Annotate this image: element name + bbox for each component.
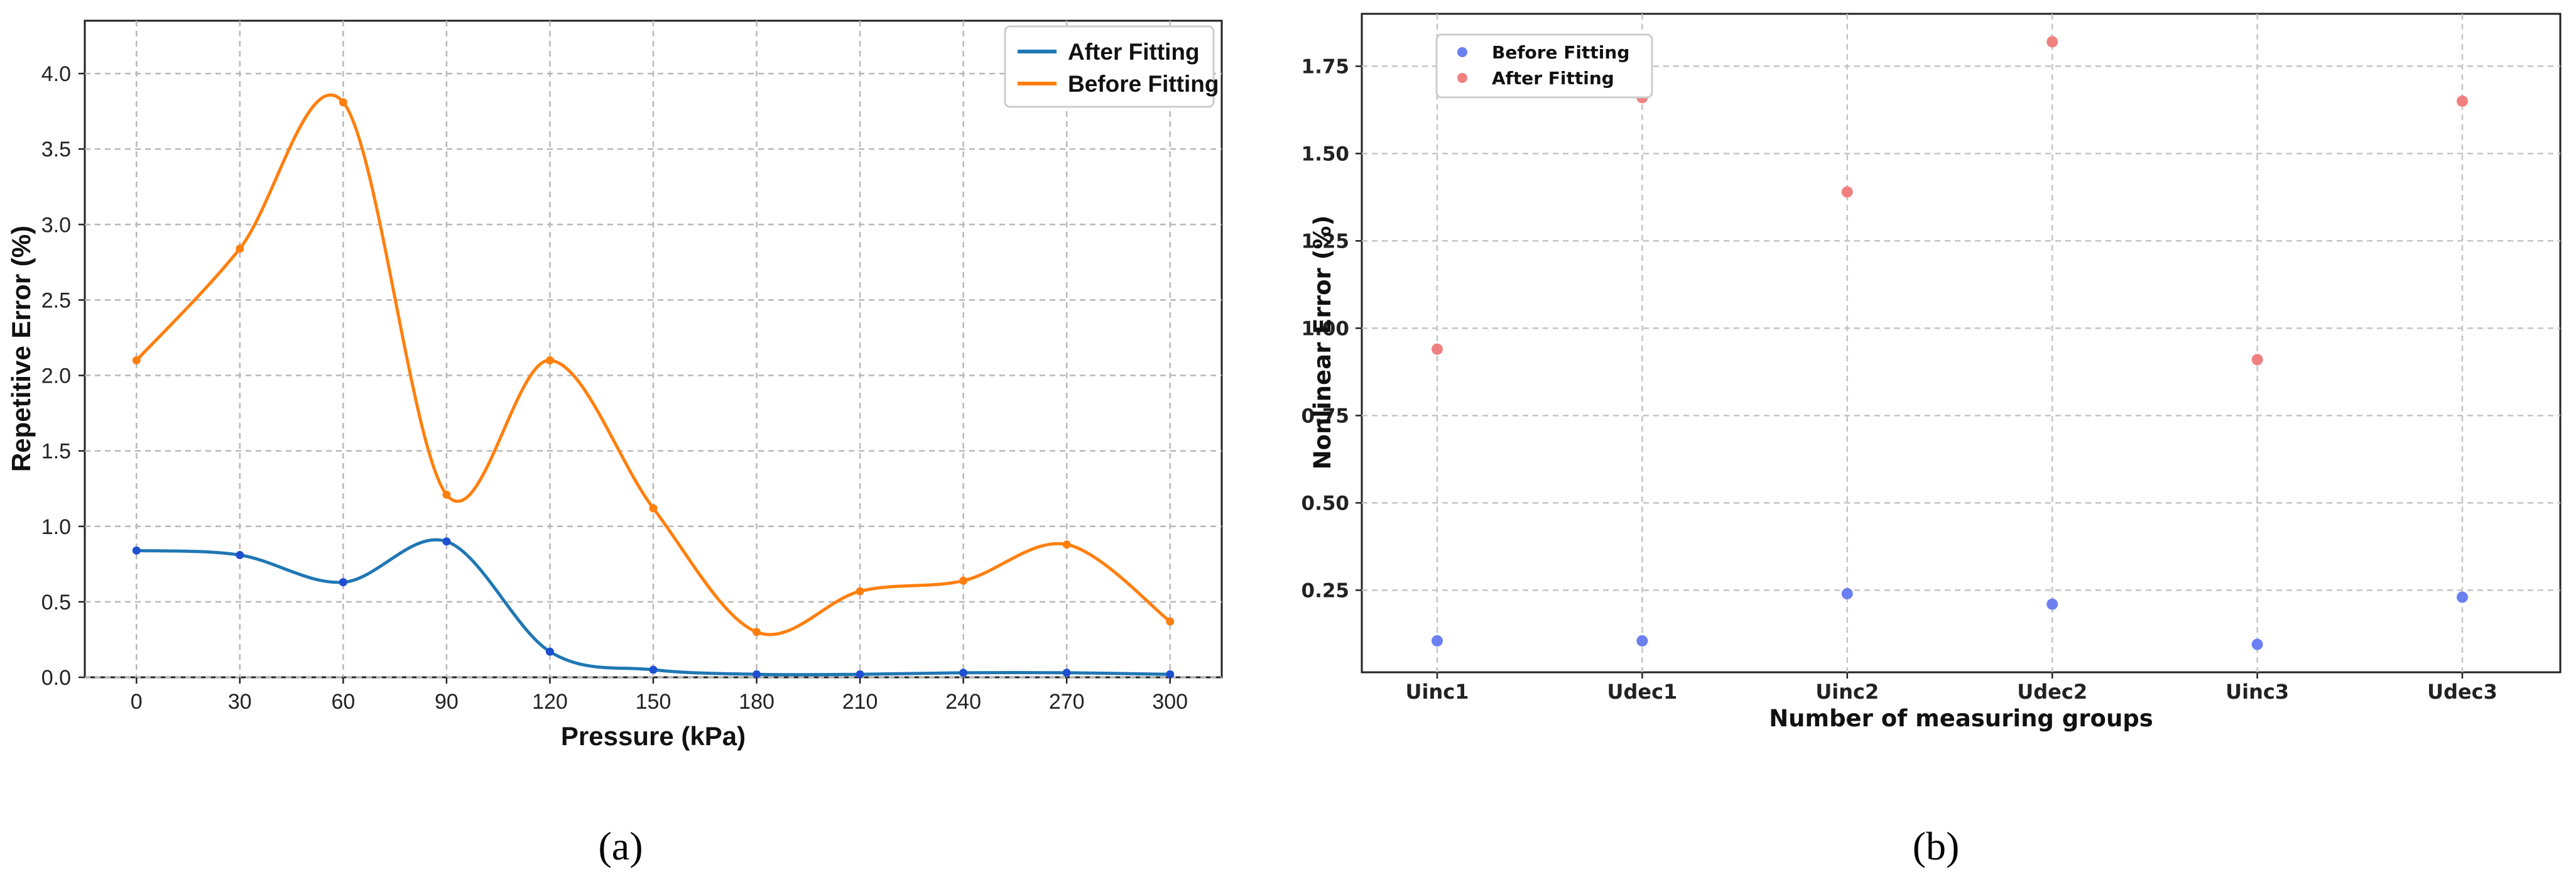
chart-b-y-tick-label: 1.25 (1302, 230, 1350, 253)
chart-a-x-tick-label: 120 (532, 690, 568, 714)
chart-b-legend-label-before: Before Fitting (1492, 42, 1629, 63)
chart-a-y-tick-label: 0.5 (41, 591, 71, 614)
chart-a-x-tick-label: 0 (131, 690, 143, 714)
chart-a-y-tick-label: 3.5 (41, 138, 71, 161)
chart-a-data-point (753, 628, 761, 636)
chart-a-y-tick-label: 2.5 (41, 288, 71, 312)
chart-a-x-tick-label: 180 (739, 690, 774, 714)
chart-b-y-tick-label: 0.25 (1302, 579, 1350, 602)
chart-b-legend: Before Fitting After Fitting (1435, 33, 1653, 99)
chart-b-data-point (2457, 591, 2468, 603)
chart-b-x-tick-label: Udec3 (2427, 680, 2497, 704)
chart-a-x-tick-label: 300 (1152, 690, 1188, 714)
chart-b-y-tick-label: 1.75 (1302, 55, 1350, 78)
chart-a-y-tick-label: 1.0 (41, 515, 71, 539)
chart-a-data-point (856, 670, 864, 679)
chart-a-data-point (236, 244, 244, 253)
chart-b-x-axis-label: Number of measuring groups (1769, 705, 2153, 732)
chart-a-x-ticks: 0 30 60 90 120 150 180 210 240 270 300 (131, 677, 1188, 714)
chart-b-legend-marker-before (1457, 47, 1467, 57)
chart-b-x-tick-label: Uinc3 (2225, 680, 2289, 704)
chart-a-data-point (959, 576, 968, 585)
chart-b-legend-label-after: After Fitting (1492, 68, 1614, 89)
chart-a-y-tick-label: 4.0 (41, 62, 71, 86)
chart-a-data-point (649, 665, 658, 674)
chart-a-caption: (a) (598, 824, 643, 868)
chart-b-x-tick-label: Udec2 (2017, 680, 2087, 704)
chart-b-y-axis-label: Nonlinear Error (%) (1309, 216, 1336, 470)
chart-a-x-tick-label: 30 (228, 690, 252, 714)
chart-a-legend: After Fitting Before Fitting (1004, 25, 1219, 108)
chart-b-x-ticks: Uinc1 Udec1 Uinc2 Udec2 Uinc3 Udec3 (1406, 672, 2497, 704)
chart-b-caption: (b) (1913, 824, 1960, 868)
chart-a-x-tick-label: 240 (945, 690, 981, 714)
chart-a-data-point (339, 98, 347, 107)
chart-a-data-point (339, 578, 347, 587)
chart-b-data-point (2251, 638, 2263, 650)
chart-a: 0 30 60 90 120 150 180 210 240 270 300 0.0 0.5 1.0 1.… (6, 19, 1223, 868)
chart-a-legend-box (1004, 25, 1215, 108)
chart-b-data-point (2046, 36, 2058, 48)
chart-b-legend-box (1435, 33, 1653, 99)
chart-b-legend-marker-after (1457, 73, 1467, 83)
chart-a-y-tick-label: 0.0 (41, 666, 71, 690)
chart-a-data-point (236, 550, 244, 559)
chart-b-data-point (2046, 598, 2058, 610)
chart-a-data-point (132, 356, 141, 365)
chart-a-data-point (649, 504, 658, 513)
chart-b-data-point (2457, 95, 2468, 107)
chart-b-x-tick-label: Uinc1 (1406, 680, 1469, 704)
chart-a-data-point (1062, 540, 1071, 549)
chart-a-data-point (959, 669, 968, 677)
chart-a-series-line (136, 538, 1170, 677)
chart-b-data-point (1432, 635, 1443, 647)
chart-a-data-point (1166, 670, 1175, 679)
chart-a-y-tick-label: 3.0 (41, 213, 71, 237)
chart-a-y-tick-label: 1.5 (41, 440, 71, 464)
chart-a-x-tick-label: 90 (435, 690, 459, 714)
chart-a-legend-label-before: Before Fitting (1068, 71, 1219, 97)
chart-b: Uinc1 Udec1 Uinc2 Udec2 Uinc3 Udec3 0.250.500… (1302, 13, 2562, 868)
chart-a-data-point (1062, 669, 1071, 677)
chart-b-y-tick-label: 1.00 (1302, 317, 1350, 340)
chart-a-data-point (753, 670, 761, 679)
chart-a-x-axis-label: Pressure (kPa) (561, 721, 746, 751)
chart-a-y-axis-label: Repetitive Error (%) (6, 226, 36, 472)
chart-a-data-point (442, 490, 451, 499)
chart-b-x-tick-label: Uinc2 (1815, 680, 1879, 704)
chart-a-lines (132, 93, 1175, 679)
chart-b-y-tick-label: 0.50 (1302, 492, 1350, 515)
chart-a-x-tick-label: 270 (1049, 690, 1085, 714)
chart-a-data-point (1166, 617, 1175, 626)
chart-a-data-point (545, 647, 554, 656)
chart-b-data-point (1636, 635, 1648, 647)
chart-b-data-point (1432, 343, 1443, 355)
chart-b-grid (1362, 14, 2560, 672)
chart-b-data-point (1841, 587, 1853, 599)
chart-b-x-tick-label: Udec1 (1607, 680, 1677, 704)
chart-b-plot-area (1361, 13, 2562, 674)
chart-b-data-point (2251, 354, 2263, 366)
chart-a-y-ticks: 0.0 0.5 1.0 1.5 2.0 2.5 3.0 3.5 4.0 (41, 62, 85, 690)
chart-b-y-tick-label: 1.50 (1302, 143, 1350, 165)
chart-a-x-tick-label: 60 (331, 690, 355, 714)
chart-a-data-point (442, 537, 451, 546)
chart-b-data-point (1841, 186, 1853, 198)
chart-b-y-tick-label: 0.75 (1302, 405, 1350, 427)
chart-a-x-tick-label: 150 (636, 690, 671, 714)
chart-b-y-ticks: 0.25 0.50 0.75 1.00 1.25 1.50 1.75 (1302, 55, 1362, 602)
chart-a-data-point (132, 546, 141, 555)
chart-a-data-point (545, 356, 554, 365)
chart-a-legend-label-after: After Fitting (1068, 39, 1200, 65)
chart-a-y-tick-label: 2.0 (41, 364, 71, 388)
chart-a-x-tick-label: 210 (842, 690, 878, 714)
chart-a-data-point (856, 587, 864, 596)
